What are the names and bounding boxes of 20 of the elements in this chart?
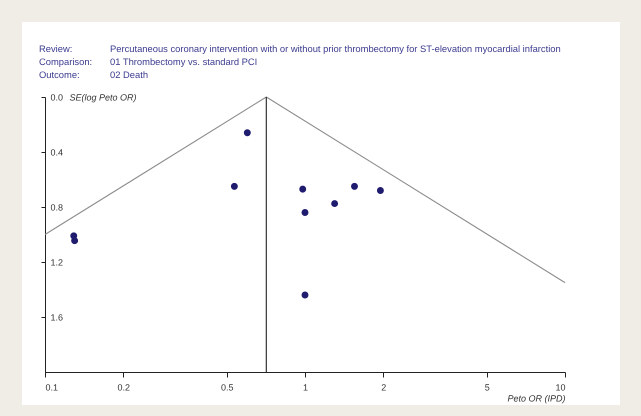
x-tick-label: 10 [555,382,566,392]
text: 01 Thrombectomy vs. standard PCI [110,55,258,68]
x-tick-label: 0.5 [220,382,234,392]
x-tick-label: 5 [484,382,490,392]
y-tick-label: 0.0 [50,92,64,102]
text: 02 Death [110,68,148,81]
y-tick-label: 1.2 [50,258,64,268]
x-axis-title: Peto OR (IPD) [507,394,566,404]
y-tick-label: 1.6 [50,312,64,322]
x-tick-label: 0.2 [118,382,130,392]
text: Percutaneous coronary intervention with or without prior thrombectomy for ST-elevation myocardial infarction [110,42,561,55]
x-tick-label: 0.1 [46,382,58,392]
text: Comparison: [39,55,94,68]
text: Outcome: [39,68,81,81]
x-tick-label: 1 [302,382,308,392]
y-tick-label: 0.4 [50,148,64,158]
y-tick-label: 0.8 [50,202,64,212]
text: Review: [39,42,74,55]
y-axis-title: SE(log Peto OR) [70,92,137,102]
x-tick-label: 2 [381,382,386,392]
